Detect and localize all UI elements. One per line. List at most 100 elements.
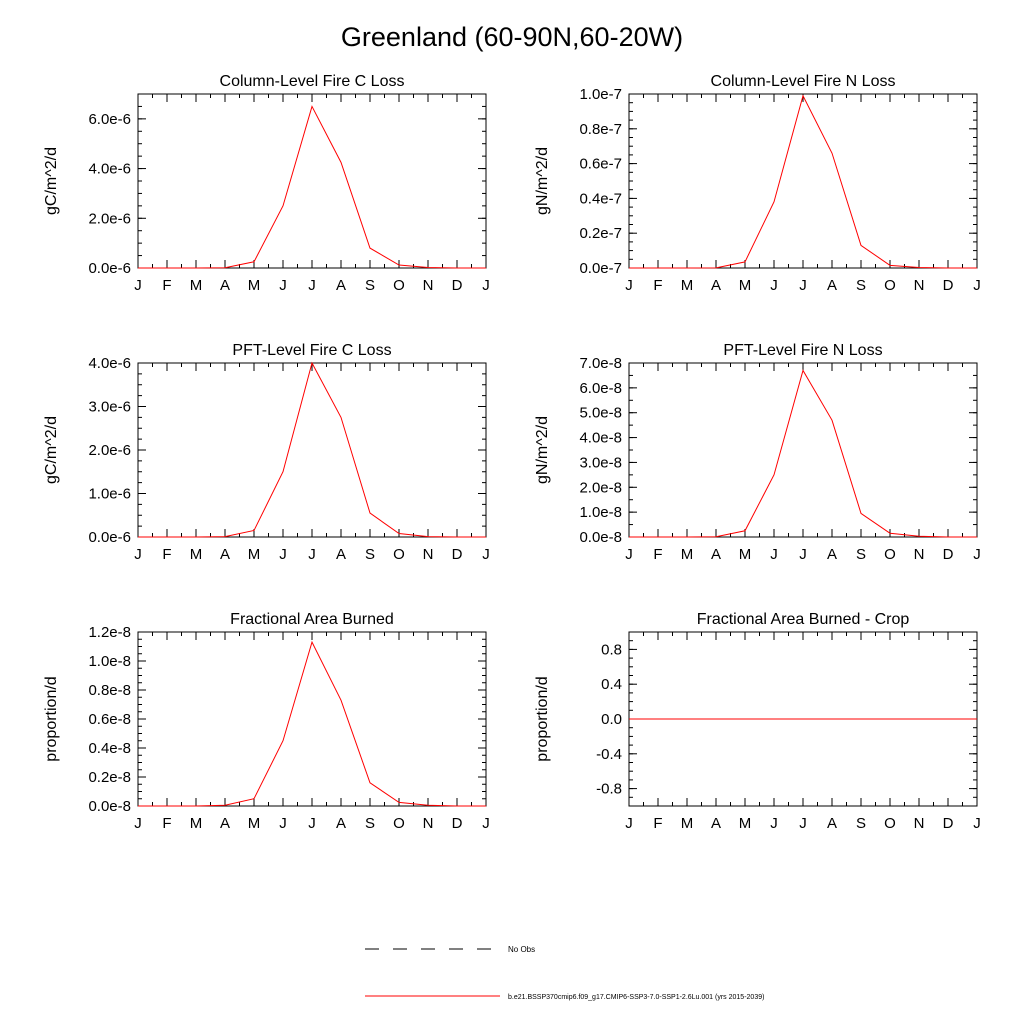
x-tick-label: D (943, 815, 954, 832)
x-tick-label: A (220, 815, 230, 832)
plot-frame (628, 362, 978, 538)
plot-frame (137, 93, 487, 269)
y-tick-label: 0.6e-8 (88, 711, 131, 728)
x-tick-label: O (393, 277, 405, 294)
x-tick-label: N (914, 815, 925, 832)
x-tick-label: J (308, 546, 316, 563)
x-tick-label: F (162, 815, 171, 832)
legend: No Obs b.e21.BSSP370cmip6.f09_g17.CMIP6-… (365, 945, 764, 1001)
y-tick-label: 1.0e-8 (579, 504, 622, 521)
panel-title: Fractional Area Burned - Crop (697, 611, 910, 628)
x-tick-label: M (248, 546, 261, 563)
series-line-1 (138, 361, 486, 538)
y-tick-label: 4.0e-6 (88, 161, 131, 178)
x-tick-label: J (279, 815, 287, 832)
x-tick-label: F (653, 546, 662, 563)
x-tick-label: J (973, 277, 981, 294)
x-tick-label: J (799, 815, 807, 832)
y-tick-label: 4.0e-8 (579, 430, 622, 447)
x-tick-label: F (162, 546, 171, 563)
x-tick-label: J (973, 815, 981, 832)
y-tick-label: 0.8e-7 (579, 121, 622, 138)
x-tick-label: F (162, 277, 171, 294)
x-tick-label: J (625, 277, 633, 294)
y-tick-label: 0.0 (601, 711, 622, 728)
x-tick-label: A (336, 815, 346, 832)
x-tick-label: F (653, 277, 662, 294)
series-line-1 (138, 640, 486, 807)
x-tick-label: N (423, 815, 434, 832)
x-tick-label: J (482, 815, 490, 832)
x-tick-label: M (190, 815, 203, 832)
x-tick-label: M (739, 546, 752, 563)
x-tick-label: N (423, 546, 434, 563)
y-tick-label: 0.8e-8 (88, 682, 131, 699)
x-tick-label: D (452, 277, 463, 294)
x-tick-label: M (739, 277, 752, 294)
x-tick-label: D (452, 815, 463, 832)
x-tick-label: J (770, 546, 778, 563)
y-tick-label: 0.0e-8 (579, 529, 622, 546)
x-tick-label: J (625, 546, 633, 563)
x-tick-label: S (856, 815, 866, 832)
x-tick-label: A (711, 815, 721, 832)
series-line-1 (629, 94, 977, 269)
x-tick-label: N (914, 546, 925, 563)
x-tick-label: J (308, 277, 316, 294)
y-tick-label: 0.0e-6 (88, 260, 131, 277)
x-tick-label: S (365, 277, 375, 294)
x-tick-label: A (220, 546, 230, 563)
series-line-1 (629, 369, 977, 538)
x-tick-label: J (308, 815, 316, 832)
x-tick-label: A (336, 546, 346, 563)
y-tick-label: 2.0e-8 (579, 479, 622, 496)
x-tick-label: J (279, 546, 287, 563)
y-tick-label: 3.0e-8 (579, 454, 622, 471)
y-tick-label: 1.2e-8 (88, 624, 131, 641)
y-tick-label: 0.2e-7 (579, 225, 622, 242)
x-tick-label: J (134, 546, 142, 563)
panel-title: Fractional Area Burned (230, 611, 394, 628)
x-tick-label: J (134, 815, 142, 832)
y-tick-label: -0.4 (596, 746, 622, 763)
y-axis-label: proportion/d (534, 676, 551, 761)
y-tick-label: -0.8 (596, 781, 622, 798)
x-tick-label: D (943, 546, 954, 563)
figure-title: Greenland (60-90N,60-20W) (340, 22, 684, 52)
y-axis-label: gN/m^2/d (534, 147, 551, 215)
y-tick-label: 2.0e-6 (88, 210, 131, 227)
panel-title: Column-Level Fire C Loss (220, 73, 405, 90)
y-tick-label: 0.4 (601, 676, 622, 693)
y-tick-label: 6.0e-6 (88, 111, 131, 128)
x-tick-label: O (884, 277, 896, 294)
y-tick-label: 0.0e-8 (88, 798, 131, 815)
x-tick-label: J (134, 277, 142, 294)
x-tick-label: A (336, 277, 346, 294)
x-tick-label: D (943, 277, 954, 294)
y-tick-label: 3.0e-6 (88, 399, 131, 416)
x-tick-label: M (190, 546, 203, 563)
y-tick-label: 0.0e-7 (579, 260, 622, 277)
x-tick-label: J (770, 277, 778, 294)
x-tick-label: M (681, 815, 694, 832)
plot-frame (137, 631, 487, 807)
x-tick-label: S (365, 546, 375, 563)
y-axis-label: gC/m^2/d (43, 147, 60, 215)
x-tick-label: J (625, 815, 633, 832)
y-tick-label: 7.0e-8 (579, 355, 622, 372)
series-line-1 (138, 105, 486, 269)
x-tick-label: O (884, 546, 896, 563)
y-tick-label: 2.0e-6 (88, 442, 131, 459)
y-tick-label: 5.0e-8 (579, 405, 622, 422)
plot-frame (628, 93, 978, 269)
x-tick-label: M (681, 277, 694, 294)
x-tick-label: S (856, 277, 866, 294)
plot-frame (137, 362, 487, 538)
y-tick-label: 1.0e-6 (88, 486, 131, 503)
x-tick-label: N (423, 277, 434, 294)
